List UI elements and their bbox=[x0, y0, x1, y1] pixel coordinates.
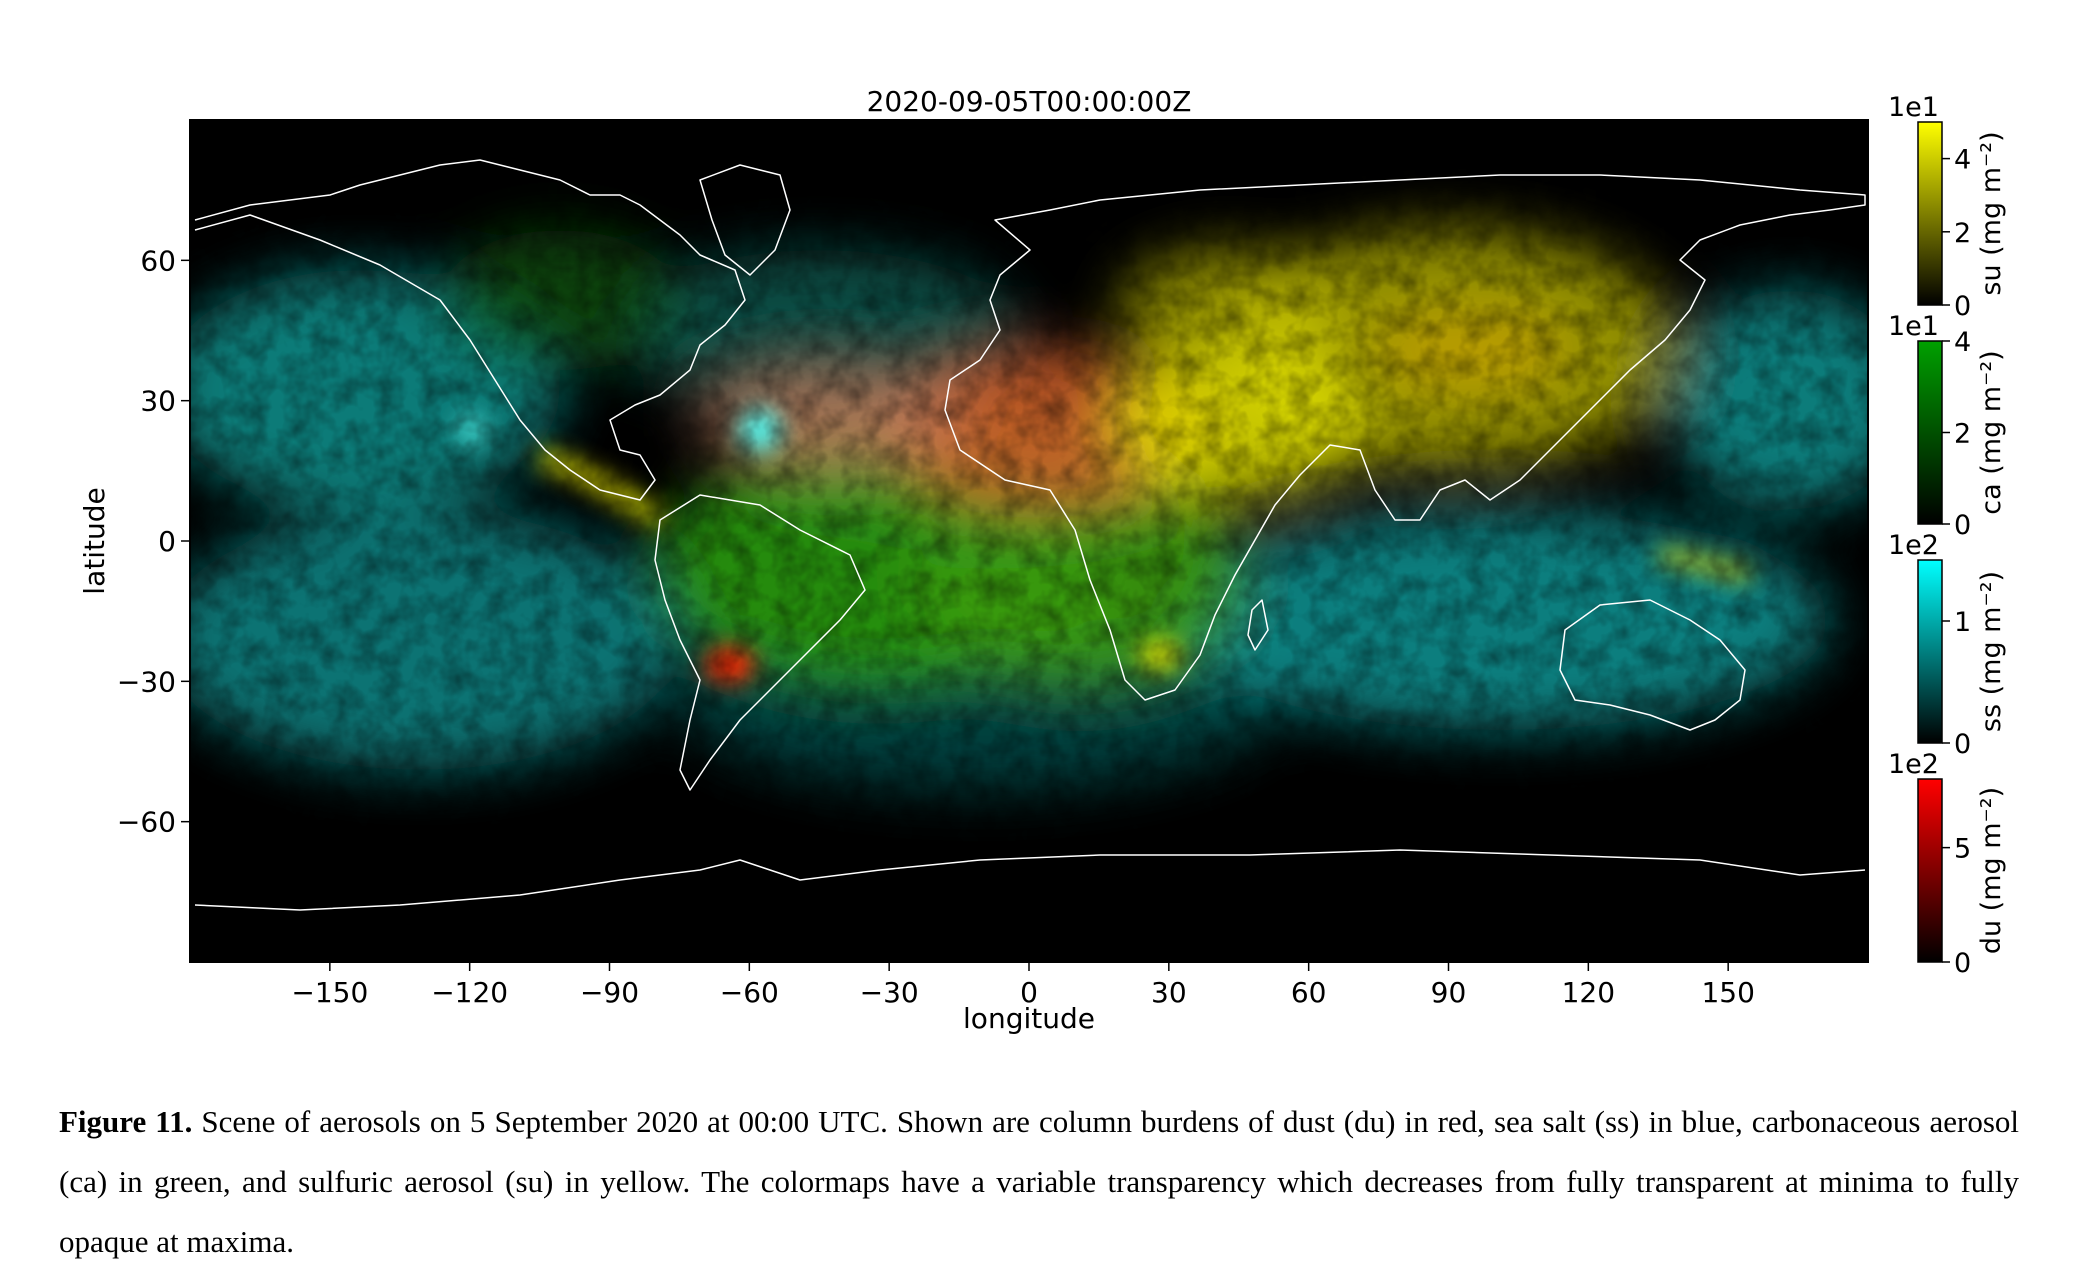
colorbar-tick-label: 0 bbox=[1954, 291, 1971, 322]
x-tick-label: 60 bbox=[1291, 976, 1327, 1009]
colorbar-tick-label: 5 bbox=[1954, 834, 1971, 865]
colorbar-tick-label: 2 bbox=[1954, 419, 1971, 450]
colorbar-ca-gradient bbox=[1917, 340, 1943, 525]
x-tick-label: −90 bbox=[580, 976, 639, 1009]
y-tick-label: −30 bbox=[117, 665, 176, 698]
y-tick-label: 60 bbox=[140, 244, 176, 277]
y-axis-label: latitude bbox=[78, 487, 111, 594]
coastline-eurasia-africa bbox=[944, 174, 1866, 701]
colorbar-ss-scale: 1e2 bbox=[1888, 530, 1939, 561]
colorbar-ca-label: ca (mg m⁻²) bbox=[1976, 350, 2007, 514]
colorbar-du-scale: 1e2 bbox=[1888, 749, 1939, 780]
x-tick-label: −30 bbox=[860, 976, 919, 1009]
x-tick-label: −150 bbox=[291, 976, 368, 1009]
colorbar-tick-label: 0 bbox=[1954, 729, 1971, 760]
x-tick-label: 0 bbox=[1020, 976, 1038, 1009]
colorbar-ss-gradient bbox=[1917, 559, 1943, 744]
colorbar-du-gradient bbox=[1917, 778, 1943, 963]
x-tick-label: 150 bbox=[1701, 976, 1754, 1009]
aerosol-map bbox=[190, 120, 1868, 962]
colorbar-ca-scale: 1e1 bbox=[1888, 311, 1939, 342]
coastline-antarctica bbox=[194, 849, 1866, 911]
map-title: 2020-09-05T00:00:00Z bbox=[867, 85, 1192, 118]
x-axis-label: longitude bbox=[963, 1002, 1095, 1035]
coastline-madagascar bbox=[1247, 599, 1269, 651]
colorbar-tick-label: 0 bbox=[1954, 948, 1971, 979]
coastline-australia bbox=[1559, 599, 1746, 731]
y-axis: 60 30 0 −30 −60 bbox=[117, 244, 190, 839]
x-tick-label: −60 bbox=[720, 976, 779, 1009]
y-tick-label: −60 bbox=[117, 806, 176, 839]
colorbar-tick-label: 4 bbox=[1954, 327, 1971, 358]
x-axis: −150 −120 −90 −60 −30 0 30 60 90 120 150 bbox=[291, 962, 1755, 1009]
y-tick-label: 0 bbox=[158, 525, 176, 558]
figure-caption: Figure 11. Scene of aerosols on 5 Septem… bbox=[59, 1092, 2019, 1272]
map-texture bbox=[190, 120, 1868, 962]
colorbar-ss: 1e2 0 1 ss (mg m⁻²) bbox=[1888, 530, 2007, 760]
colorbar-tick-label: 4 bbox=[1954, 145, 1971, 176]
caption-label: Figure 11. bbox=[59, 1104, 193, 1139]
colorbar-su: 1e1 0 2 4 su (mg m⁻²) bbox=[1888, 92, 2007, 322]
colorbar-ca: 1e1 0 2 4ca (mg m⁻²) bbox=[1888, 311, 2007, 541]
colorbar-tick-label: 0 bbox=[1954, 510, 1971, 541]
colorbar-su-gradient bbox=[1917, 121, 1943, 306]
x-tick-label: −120 bbox=[431, 976, 508, 1009]
colorbar-du-label: du (mg m⁻²) bbox=[1976, 787, 2007, 954]
colorbar-su-label: su (mg m⁻²) bbox=[1976, 131, 2007, 295]
coastline-south-america bbox=[654, 494, 866, 791]
coastline-greenland bbox=[699, 164, 791, 276]
coastlines bbox=[194, 159, 1866, 911]
colorbar-su-scale: 1e1 bbox=[1888, 92, 1939, 123]
x-tick-label: 120 bbox=[1562, 976, 1615, 1009]
colorbar-tick-label: 2 bbox=[1954, 218, 1971, 249]
colorbar-du: 1e2 0 5 du (mg m⁻²) bbox=[1888, 749, 2007, 979]
x-tick-label: 90 bbox=[1431, 976, 1467, 1009]
colorbar-ss-label: ss (mg m⁻²) bbox=[1976, 571, 2007, 732]
x-tick-label: 30 bbox=[1151, 976, 1187, 1009]
figure: 2020-09-05T00:00:00Z bbox=[78, 85, 2007, 1035]
caption-text: Scene of aerosols on 5 September 2020 at… bbox=[59, 1104, 2019, 1259]
colorbar-tick-label: 1 bbox=[1954, 607, 1971, 638]
coastline-north-america bbox=[194, 159, 746, 501]
y-tick-label: 30 bbox=[140, 385, 176, 418]
